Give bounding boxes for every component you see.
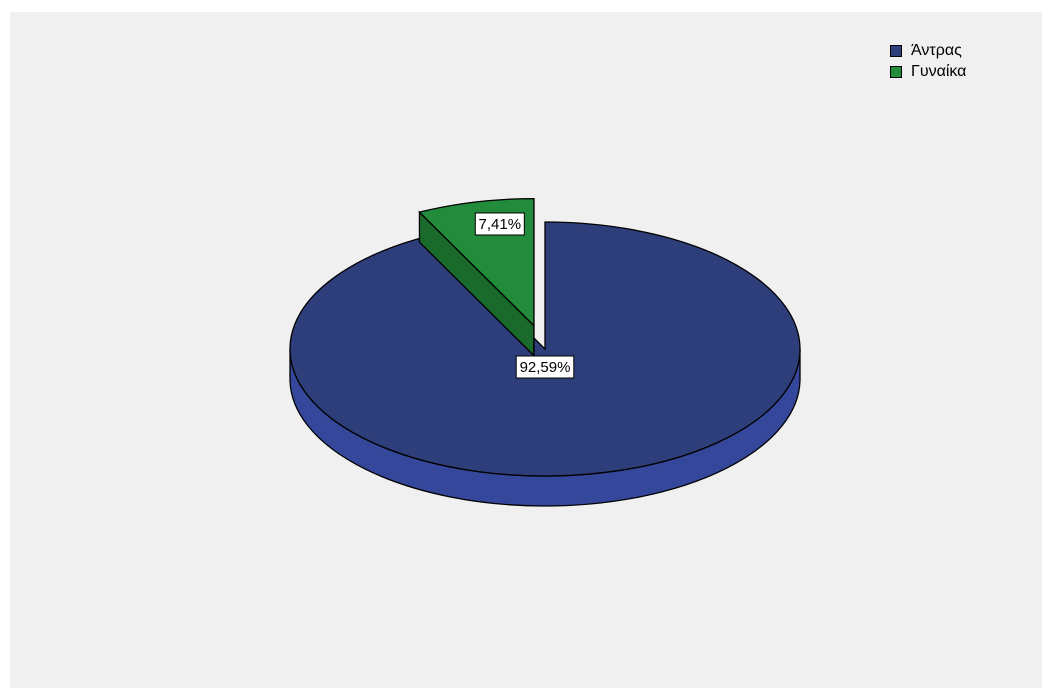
pie-slice-male xyxy=(289,221,801,507)
legend-entry-male: Άντρας xyxy=(890,40,966,61)
data-label-text-female: 7,41% xyxy=(479,216,522,233)
pie-slice-top-male xyxy=(289,221,801,477)
data-label-female: 7,41% xyxy=(474,212,525,236)
data-label-text-male: 92,59% xyxy=(520,359,571,376)
data-label-male: 92,59% xyxy=(515,355,575,379)
chart-area: 92,59% 7,41% Άντρας Γυναίκα xyxy=(10,12,1042,688)
pie-chart: 92,59% 7,41% xyxy=(289,197,801,507)
legend-entry-female: Γυναίκα xyxy=(890,61,966,82)
legend-label-male: Άντρας xyxy=(911,41,962,59)
legend-swatch-male xyxy=(890,44,902,57)
legend-swatch-female xyxy=(890,65,902,78)
legend-label-female: Γυναίκα xyxy=(911,62,967,80)
legend: Άντρας Γυναίκα xyxy=(890,40,966,82)
